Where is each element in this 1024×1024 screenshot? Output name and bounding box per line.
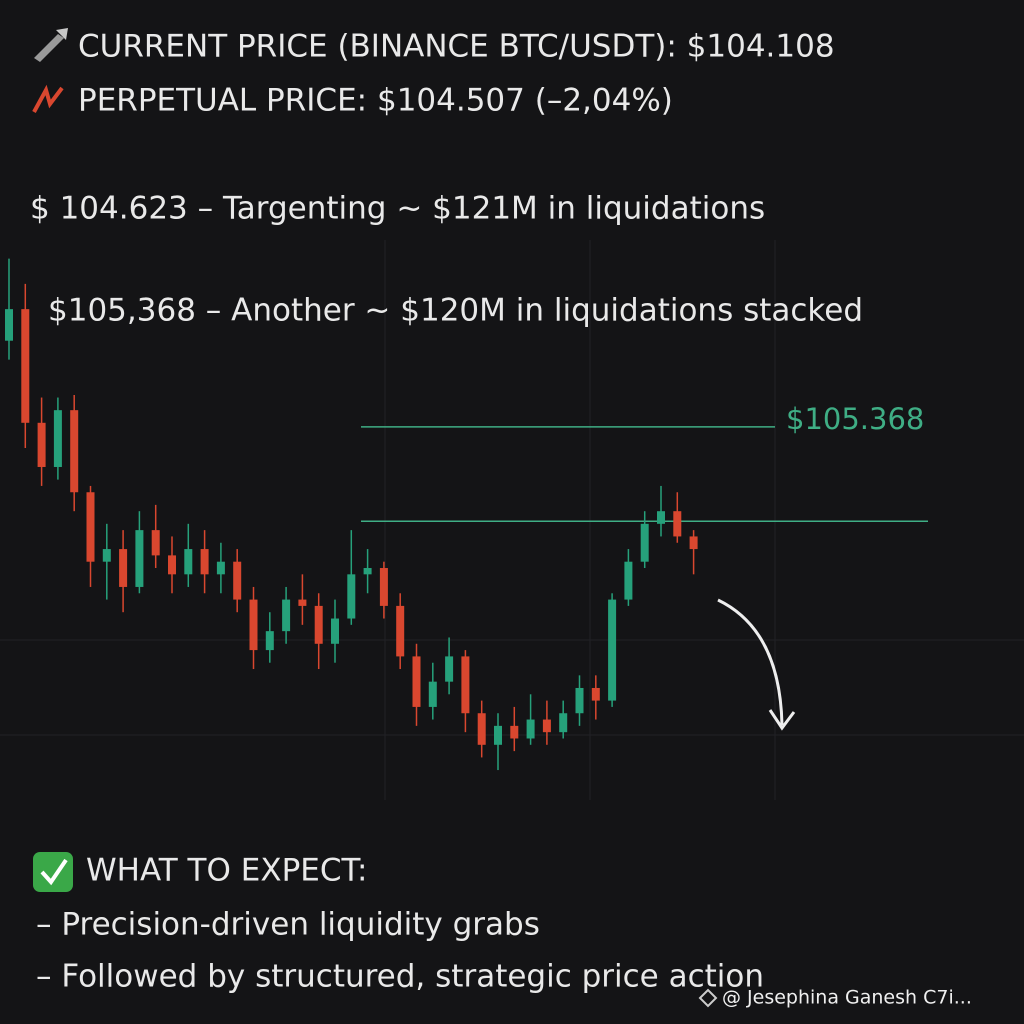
candle-body [298,599,307,606]
candle-body [412,656,421,707]
point-1: – Precision-driven liquidity grabs [36,907,540,943]
candle-body [119,549,128,587]
candle-body [379,568,388,606]
current-price: CURRENT PRICE (BINANCE BTC/USDT): $104.1… [78,29,835,65]
candle-chart: $105.368 [5,258,928,771]
rocket-icon [34,28,68,62]
candle-body [542,719,551,733]
arrow [717,598,796,731]
candle-body [5,309,13,341]
candle-body [86,492,95,562]
candle-body [314,605,323,644]
target-2: $105,368 – Another ~ $120M in liquidatio… [48,293,863,329]
candle-body [608,599,617,701]
zigzag-icon [32,84,64,113]
candle-body [21,309,30,423]
candle-body [494,725,502,745]
candle-body [135,530,144,587]
watermark: @ Jesephina Ganesh C7i... [722,987,972,1009]
candle-body [265,631,274,651]
logo [698,988,718,1008]
candle-body [184,549,193,575]
target-1: $ 104.623 – Targenting ~ $121M in liquid… [30,191,765,227]
candle-body [624,561,633,600]
candle-body [363,568,372,575]
candle-body [249,599,258,651]
candle-body [657,511,665,524]
candle-body [591,687,600,701]
candle-body [70,410,79,493]
perpetual-price: PERPETUAL PRICE: $104.507 (–2,04%) [78,83,673,119]
candle-body [526,719,535,739]
candle-body [477,713,486,745]
check-icon [33,852,73,892]
candle-body [575,687,584,714]
candle-body [445,656,454,682]
candle-body [510,725,519,739]
check-mark [40,858,68,886]
candle-body [461,656,470,714]
candle-body [53,410,62,467]
candle-body [282,599,291,632]
expect-heading: WHAT TO EXPECT: [86,853,367,889]
candle-body [396,605,405,657]
candle-body [640,523,649,562]
candle-body [216,561,225,575]
candle-body [102,549,111,562]
point-2: – Followed by structured, strategic pric… [36,959,764,995]
candle-body [428,681,437,707]
candle-body [559,713,568,733]
candle-body [331,618,339,644]
candle-body [673,511,682,537]
candle-body [347,574,356,619]
candle-body [689,536,698,550]
candle-body [168,555,176,575]
level-label: $105.368 [786,402,924,436]
candle-body [233,561,242,600]
candle-body [37,422,46,467]
candle-body [151,530,160,556]
candle-body [200,549,209,575]
